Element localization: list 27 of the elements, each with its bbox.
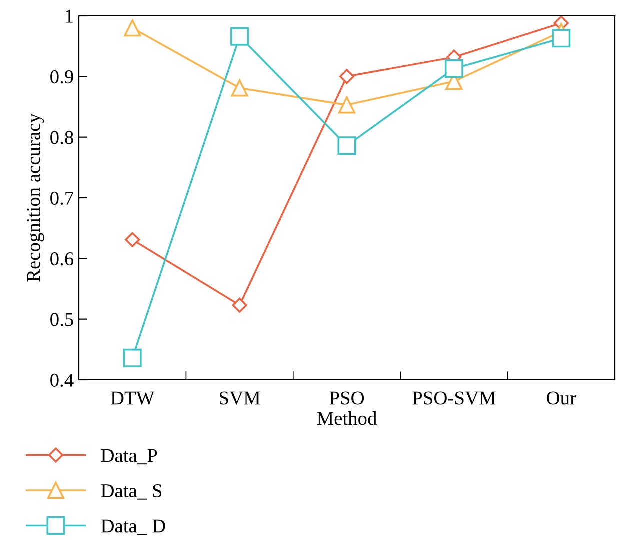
y-tick-label: 1 — [66, 10, 73, 23]
x-tick-label: DTW — [111, 392, 155, 405]
y-tick-label: 0.9 — [50, 70, 74, 84]
point — [230, 27, 250, 46]
point — [339, 69, 355, 84]
y-tick-label: 0.5 — [50, 313, 74, 326]
point — [123, 348, 142, 368]
y-axis-title: Recognition accuracy — [27, 114, 44, 282]
y-tick-label: 0.7 — [50, 192, 74, 206]
y-tick-label: 0.6 — [50, 252, 74, 266]
y-tick-label: 0.4 — [50, 374, 74, 388]
point — [338, 96, 356, 114]
legend-label: Data_ D — [101, 520, 166, 536]
x-tick-label: PSO-SVM — [412, 392, 496, 405]
x-axis-title: Method — [317, 412, 378, 426]
x-tick-label: PSO — [330, 392, 364, 405]
point — [125, 232, 140, 248]
legend-label: Data_P — [101, 449, 158, 465]
x-tick-label: Our — [547, 392, 576, 405]
point — [231, 80, 248, 97]
point — [338, 136, 356, 156]
point — [444, 60, 464, 78]
x-tick-label: SVM — [220, 392, 260, 405]
point — [124, 20, 142, 37]
y-tick-label: 0.8 — [50, 131, 74, 144]
legend-label: Data_ S — [101, 484, 162, 500]
point — [232, 298, 248, 313]
